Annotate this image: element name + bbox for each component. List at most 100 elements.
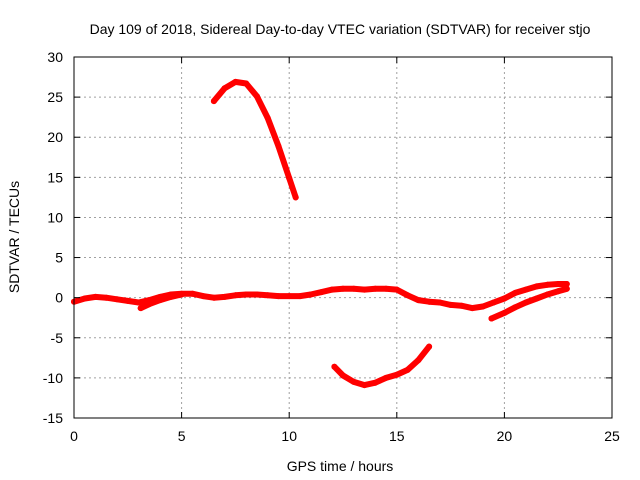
data-point-upper-arc (286, 175, 293, 182)
data-point-lower-branch-evening (522, 299, 529, 306)
data-point-main-band (544, 281, 551, 288)
x-tick-label: 15 (389, 428, 405, 444)
data-point-main-band (221, 293, 228, 300)
data-point-lower-branch-morning (146, 301, 153, 308)
data-point-upper-arc (264, 115, 271, 121)
data-point-main-band (210, 294, 217, 301)
data-point-lower-branch-evening (501, 309, 508, 316)
data-point-main-band (253, 291, 260, 298)
data-point-lower-branch-evening (563, 285, 570, 292)
data-point-main-band (447, 301, 454, 308)
data-point-upper-arc (275, 143, 282, 149)
data-point-main-band (458, 302, 465, 309)
chart-title: Day 109 of 2018, Sidereal Day-to-day VTE… (90, 21, 591, 37)
data-point-main-band (436, 299, 443, 306)
data-point-main-band (563, 281, 570, 287)
axis-ticks: 0 5 10 15 20 25 -15 -10 -5 0 5 10 15 20 25 30 (43, 49, 620, 444)
data-point-main-band (522, 286, 529, 293)
y-tick-label: 0 (55, 290, 63, 306)
data-point-lower-branch-evening (512, 304, 519, 311)
data-point-main-band (114, 296, 120, 303)
data-point-main-band (264, 292, 271, 299)
y-tick-label: 5 (55, 250, 63, 266)
data-point-upper-arc (221, 85, 228, 92)
data-point-lower-branch-morning (137, 305, 144, 312)
data-point-main-band (393, 286, 400, 293)
data-point-main-band (469, 305, 476, 312)
data-point-main-band (533, 283, 540, 290)
data-point-main-band (297, 293, 303, 300)
data-point-main-band (232, 292, 239, 299)
y-tick-label: -10 (43, 370, 63, 386)
y-tick-label: 30 (47, 49, 63, 65)
data-point-main-band (318, 289, 325, 296)
x-tick-label: 20 (497, 428, 513, 444)
data-point-main-band (415, 297, 422, 304)
data-point-main-band (555, 281, 562, 287)
data-point-lower-branch-evening (544, 291, 551, 298)
data-point-lower-arc (426, 343, 433, 350)
data-point-main-band (286, 293, 293, 300)
data-point-main-band (479, 303, 486, 310)
data-layer (71, 78, 570, 389)
data-point-lower-branch-evening (555, 288, 562, 295)
data-point-main-band (490, 299, 497, 306)
data-point-lower-arc (404, 366, 411, 373)
y-tick-label: 10 (47, 209, 63, 225)
x-tick-label: 10 (281, 428, 297, 444)
data-point-main-band (200, 293, 207, 300)
data-point-main-band (372, 285, 379, 292)
data-point-main-band (135, 299, 142, 306)
data-point-upper-arc (243, 80, 250, 87)
data-point-main-band (340, 285, 346, 292)
data-point-upper-arc (232, 78, 239, 85)
data-point-main-band (426, 298, 433, 305)
data-point-lower-arc (383, 374, 389, 381)
y-axis-label: SDTVAR / TECUs (6, 181, 22, 293)
data-point-lower-branch-morning (178, 291, 185, 298)
data-point-main-band (512, 289, 519, 296)
y-tick-label: 25 (47, 89, 63, 105)
data-point-lower-arc (415, 357, 422, 364)
data-point-lower-branch-morning (167, 293, 174, 300)
y-tick-label: -5 (51, 330, 64, 346)
data-point-lower-arc (331, 363, 338, 370)
data-point-main-band (81, 295, 88, 302)
y-tick-label: 15 (47, 169, 63, 185)
x-axis-label: GPS time / hours (287, 458, 394, 474)
data-point-upper-arc (253, 93, 260, 100)
data-point-lower-arc (350, 378, 357, 385)
data-point-lower-arc (393, 371, 400, 378)
y-tick-label: 20 (47, 129, 63, 145)
data-point-main-band (350, 285, 357, 292)
data-point-lower-arc (361, 382, 368, 389)
series-upper-arc (210, 78, 299, 201)
x-tick-label: 25 (604, 428, 620, 444)
data-point-upper-arc (292, 194, 299, 201)
data-point-main-band (92, 293, 99, 300)
data-point-main-band (189, 290, 196, 297)
data-point-main-band (103, 294, 110, 301)
data-point-main-band (124, 297, 131, 304)
x-tick-label: 5 (178, 428, 186, 444)
data-point-main-band (275, 293, 282, 300)
data-point-main-band (383, 285, 389, 292)
grid-lines (74, 57, 612, 418)
data-point-main-band (501, 295, 508, 302)
data-point-main-band (361, 286, 368, 293)
data-point-lower-branch-morning (157, 297, 164, 304)
data-point-lower-arc (340, 372, 346, 379)
data-point-main-band (404, 292, 411, 299)
plot-frame (73, 56, 613, 419)
data-point-main-band (243, 291, 250, 298)
series-lower-arc (331, 343, 433, 389)
data-point-lower-branch-evening (533, 295, 540, 302)
y-tick-label: -15 (43, 410, 63, 426)
data-point-main-band (329, 286, 336, 293)
x-tick-label: 0 (70, 428, 78, 444)
data-point-main-band (307, 291, 314, 298)
data-point-upper-arc (210, 98, 217, 105)
data-point-lower-branch-evening (488, 315, 495, 322)
data-point-lower-arc (372, 379, 379, 386)
